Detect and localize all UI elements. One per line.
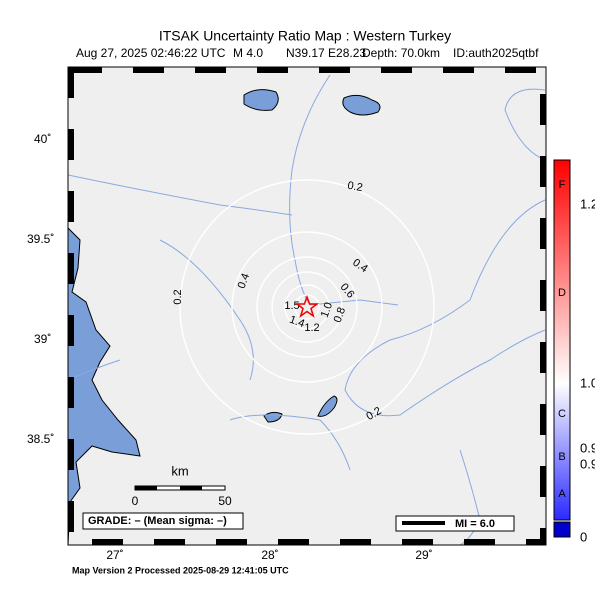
epicenter <box>294 294 320 318</box>
contour-label: 1.4 <box>288 314 306 331</box>
lat-label: 38.5˚ <box>27 432 54 446</box>
mi-box <box>395 515 515 532</box>
lat-label: 39.5˚ <box>27 232 54 246</box>
lon-label: 28˚ <box>261 548 278 562</box>
island <box>243 89 279 111</box>
lon-label: 29˚ <box>415 548 432 562</box>
contour-label: 0.8 <box>332 306 349 324</box>
event-id: ID:auth2025qtbf <box>453 46 539 60</box>
map-title: ITSAK Uncertainty Ratio Map : Western Tu… <box>159 28 451 44</box>
lake <box>317 395 338 417</box>
lat-label: 39˚ <box>34 332 51 346</box>
lake <box>342 94 381 116</box>
grade-box <box>82 512 244 530</box>
grade-letter: D <box>558 287 566 299</box>
colorbar-tick: 0 <box>580 529 587 544</box>
scale-bar-seg <box>180 486 202 490</box>
scale-label: 0 <box>132 494 139 508</box>
location: N39.17 E28.23 <box>286 46 366 60</box>
grade-letter: F <box>559 179 566 191</box>
grade-letter: A <box>558 488 566 500</box>
land <box>68 67 546 545</box>
colorbar-tick: 0.9 <box>580 440 595 455</box>
lat-label: 40˚ <box>34 132 51 146</box>
colorbar-tick: 1.2 <box>580 196 595 211</box>
contours <box>179 179 435 435</box>
magnitude: M 4.0 <box>233 46 263 60</box>
colorbar-tick: 0.9 <box>580 456 595 471</box>
lon-label: 27˚ <box>106 548 123 562</box>
scale-unit: km <box>171 463 188 478</box>
grade-letter: B <box>558 451 565 463</box>
event-time: Aug 27, 2025 02:46:22 UTC <box>76 46 226 60</box>
sea <box>68 227 141 545</box>
colorbar <box>553 159 571 521</box>
contour-label: 1.0 <box>319 301 336 319</box>
map-area: 0.2 0.4 0.6 0.8 1.0 1.2 1.4 1.5 0.4 0.2 … <box>68 67 546 545</box>
contour-label: 0.2 <box>346 180 363 194</box>
contour-label: 0.4 <box>236 272 253 290</box>
contour-label: 1.5 <box>284 300 299 312</box>
colorbar-low <box>553 521 571 538</box>
depth: Depth: 70.0km <box>362 46 440 60</box>
scale-label: 50 <box>218 494 232 508</box>
mi-text: MI = 6.0 <box>455 518 495 530</box>
grade-text: GRADE: – (Mean sigma: –) <box>88 515 227 527</box>
scale-bar-seg <box>135 486 157 490</box>
contour-label: 1.2 <box>304 322 319 334</box>
frame-ticks <box>68 67 546 545</box>
grade-letter: C <box>558 408 566 420</box>
contour-label: 0.2 <box>172 289 184 304</box>
footer: Map Version 2 Processed 2025-08-29 12:41… <box>72 565 289 575</box>
colorbar-tick: 1.0 <box>580 375 595 390</box>
